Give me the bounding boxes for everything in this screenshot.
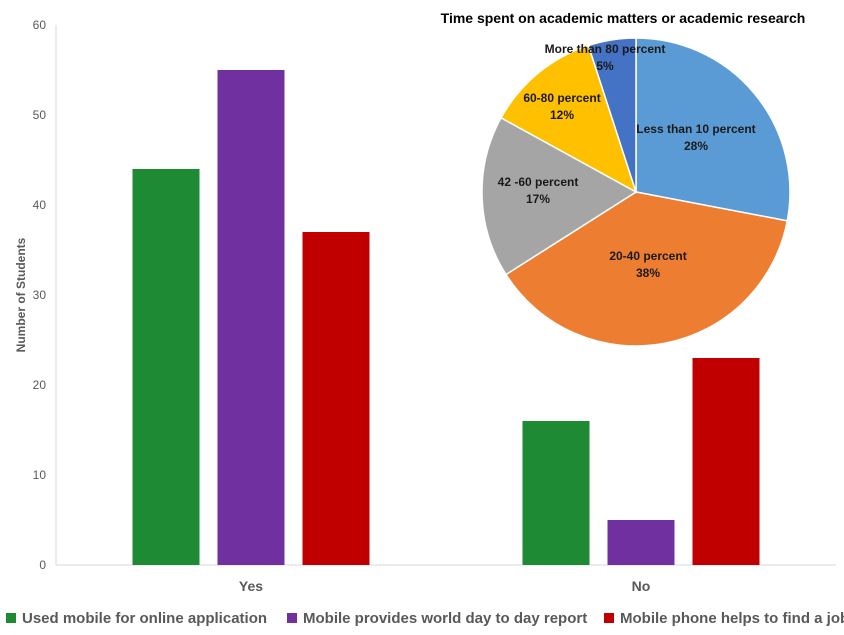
y-tick-label: 10 [33, 468, 47, 482]
x-category-label: Yes [239, 578, 263, 594]
pie-title: Time spent on academic matters or academ… [441, 10, 806, 26]
legend-swatch [604, 613, 614, 623]
pie-slice-label: 42 -60 percent [498, 175, 579, 189]
bar-yes-3 [302, 232, 370, 565]
legend: Used mobile for online application Mobile… [6, 610, 844, 627]
bar-yes-1 [132, 169, 200, 565]
pie-slice-label: Less than 10 percent [636, 122, 755, 136]
bar-chart: 0 10 20 30 40 50 60 Number of Students Yes No [14, 18, 836, 594]
bar-no-2 [607, 520, 675, 565]
y-tick-label: 0 [39, 558, 46, 572]
pie-slice-value: 38% [636, 266, 660, 280]
pie-slice-value: 5% [596, 59, 614, 73]
legend-label: Mobile provides world day to day report [303, 610, 587, 627]
y-tick-label: 60 [33, 18, 47, 32]
y-tick-label: 30 [33, 288, 47, 302]
legend-label: Used mobile for online application [22, 610, 267, 627]
pie-slice [500, 44, 638, 194]
pie-slice [481, 116, 638, 276]
pie-slice-value: 28% [684, 139, 708, 153]
y-tick-label: 50 [33, 108, 47, 122]
x-category-label: No [632, 578, 651, 594]
pie-slice-label: More than 80 percent [545, 42, 666, 56]
bar-no-3 [692, 358, 760, 565]
legend-swatch [6, 613, 16, 623]
pie-chart: Time spent on academic matters or academ… [441, 10, 806, 347]
y-axis-label: Number of Students [14, 237, 28, 352]
pie-slice-value: 12% [550, 108, 574, 122]
pie-slice-value: 17% [526, 192, 550, 206]
y-tick-label: 40 [33, 198, 47, 212]
bar-no-1 [522, 421, 590, 565]
y-tick-label: 20 [33, 378, 47, 392]
bar-yes-2 [217, 70, 285, 565]
pie-slice [635, 37, 791, 222]
pie-slice-label: 60-80 percent [523, 91, 600, 105]
pie-slice [587, 37, 637, 193]
legend-swatch [287, 613, 297, 623]
legend-label: Mobile phone helps to find a job [620, 610, 844, 627]
pie-slice-label: 20-40 percent [609, 249, 686, 263]
